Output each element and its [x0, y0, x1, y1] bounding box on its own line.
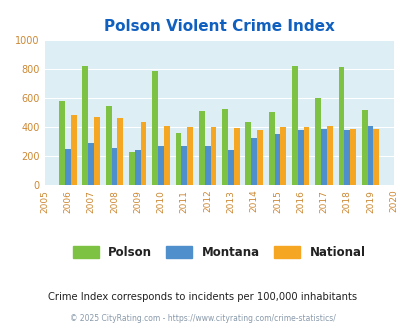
Bar [274, 134, 279, 185]
Bar [268, 113, 274, 185]
Bar [256, 130, 262, 185]
Bar [204, 146, 210, 185]
Text: © 2025 CityRating.com - https://www.cityrating.com/crime-statistics/: © 2025 CityRating.com - https://www.city… [70, 314, 335, 323]
Bar [164, 125, 169, 185]
Bar [94, 116, 100, 185]
Bar [343, 130, 349, 185]
Bar [181, 146, 187, 185]
Bar [59, 101, 65, 185]
Bar [65, 149, 71, 185]
Bar [187, 127, 193, 185]
Bar [222, 109, 228, 185]
Bar [361, 110, 367, 185]
Bar [233, 128, 239, 185]
Bar [198, 112, 204, 185]
Bar [320, 129, 326, 185]
Bar [117, 118, 123, 185]
Bar [158, 146, 164, 185]
Bar [338, 67, 343, 185]
Bar [134, 150, 141, 185]
Bar [88, 143, 94, 185]
Bar [152, 71, 158, 185]
Bar [71, 115, 77, 185]
Bar [349, 129, 355, 185]
Bar [291, 66, 297, 185]
Bar [129, 152, 134, 185]
Bar [297, 130, 303, 185]
Bar [105, 106, 111, 185]
Text: Crime Index corresponds to incidents per 100,000 inhabitants: Crime Index corresponds to incidents per… [48, 292, 357, 302]
Title: Polson Violent Crime Index: Polson Violent Crime Index [104, 19, 334, 34]
Bar [210, 127, 216, 185]
Legend: Polson, Montana, National: Polson, Montana, National [68, 242, 369, 264]
Bar [82, 66, 88, 185]
Bar [111, 148, 117, 185]
Bar [315, 98, 320, 185]
Bar [279, 127, 286, 185]
Bar [175, 133, 181, 185]
Bar [367, 125, 373, 185]
Bar [251, 138, 256, 185]
Bar [140, 122, 146, 185]
Bar [303, 127, 309, 185]
Bar [228, 150, 233, 185]
Bar [326, 126, 332, 185]
Bar [245, 122, 251, 185]
Bar [373, 129, 378, 185]
